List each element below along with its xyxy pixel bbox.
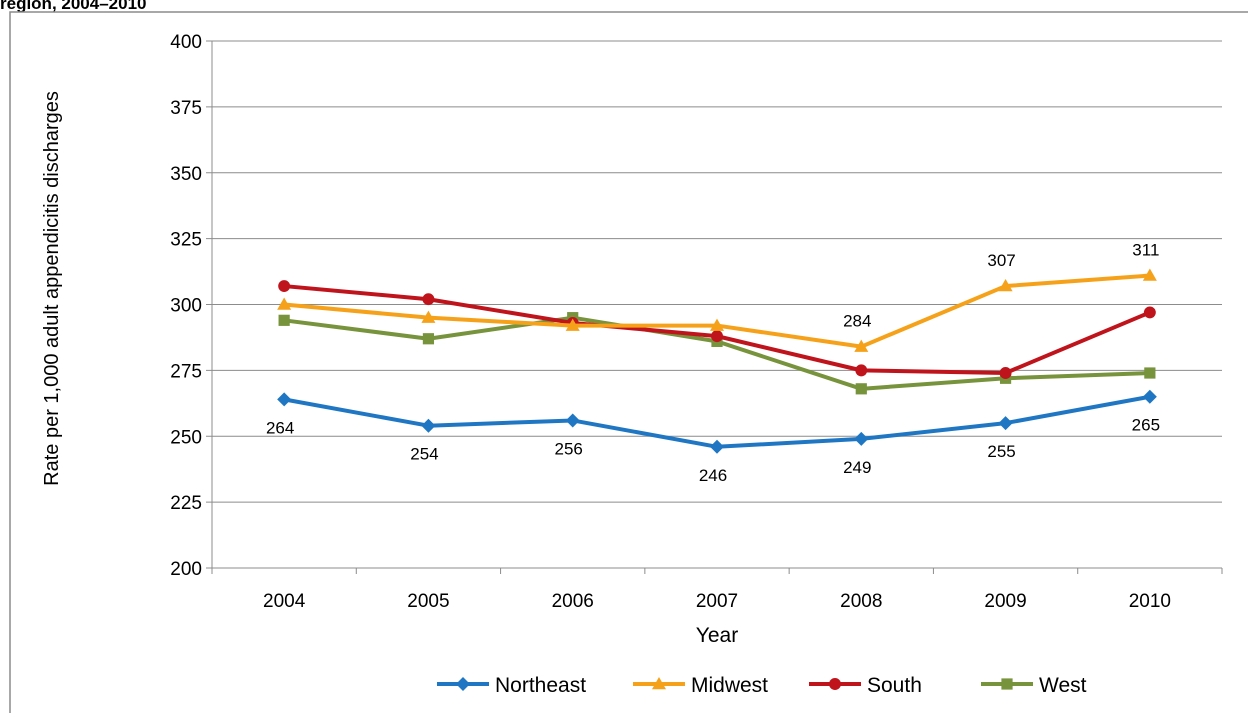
y-tick-label: 225	[170, 493, 202, 514]
data-point-south	[278, 280, 291, 293]
legend-marker	[1001, 678, 1013, 690]
x-tick-label: 2007	[696, 591, 738, 612]
x-tick-label: 2005	[407, 591, 449, 612]
data-point-midwest	[854, 339, 869, 352]
data-point-midwest	[1142, 268, 1157, 281]
chart-frame	[9, 11, 1248, 713]
data-point-midwest	[710, 318, 724, 331]
y-tick-label: 325	[170, 230, 202, 251]
data-point-west	[1144, 367, 1156, 379]
y-tick-label: 300	[170, 296, 202, 317]
data-point-northeast	[710, 439, 724, 454]
data-point-south	[855, 364, 868, 377]
data-point-northeast	[421, 418, 436, 433]
data-label: 284	[843, 312, 871, 331]
data-point-northeast	[277, 392, 292, 407]
data-point-northeast	[1142, 389, 1157, 404]
legend-label: Northeast	[495, 674, 586, 697]
data-point-west	[422, 333, 435, 345]
data-point-northeast	[565, 413, 580, 428]
data-point-south	[1143, 306, 1156, 319]
y-tick-label: 250	[170, 427, 202, 448]
y-tick-label: 200	[170, 559, 202, 580]
data-label: 254	[410, 445, 438, 464]
data-label: 265	[1132, 416, 1160, 435]
x-tick-label: 2008	[840, 591, 882, 612]
data-label: 249	[843, 458, 871, 477]
data-point-south	[711, 330, 723, 343]
legend-marker	[652, 677, 666, 690]
data-point-south	[999, 367, 1012, 379]
series-line-northeast	[283, 394, 1151, 449]
x-tick-label: 2004	[263, 591, 306, 612]
y-tick-label: 275	[170, 361, 202, 382]
data-label: 307	[987, 251, 1015, 270]
data-label: 256	[555, 439, 583, 458]
legend-label: Midwest	[691, 674, 768, 697]
legend-label: South	[867, 674, 922, 697]
data-label: 246	[699, 466, 727, 485]
data-point-west	[278, 314, 290, 326]
data-point-midwest	[277, 297, 292, 310]
data-point-midwest	[421, 310, 436, 323]
x-tick-label: 2006	[552, 591, 594, 612]
data-label: 264	[266, 418, 294, 437]
legend-marker	[456, 677, 470, 691]
legend-marker	[829, 678, 841, 690]
y-tick-label: 350	[170, 164, 202, 185]
y-axis-label: Rate per 1,000 adult appendicitis discha…	[41, 91, 63, 486]
data-point-northeast	[854, 431, 869, 446]
chart-title: region, 2004–2010	[0, 0, 147, 13]
data-point-northeast	[998, 416, 1013, 431]
data-point-south	[422, 293, 435, 306]
data-point-west	[855, 383, 867, 395]
x-tick-label: 2009	[984, 591, 1026, 612]
y-tick-label: 375	[170, 98, 202, 119]
x-tick-label: 2010	[1129, 591, 1171, 612]
data-label: 311	[1132, 241, 1159, 260]
y-tick-label: 400	[170, 32, 202, 53]
data-label: 255	[987, 442, 1015, 461]
data-point-midwest	[565, 318, 580, 331]
legend-label: West	[1039, 674, 1087, 697]
x-axis-label: Year	[696, 624, 738, 647]
data-point-midwest	[998, 279, 1013, 292]
